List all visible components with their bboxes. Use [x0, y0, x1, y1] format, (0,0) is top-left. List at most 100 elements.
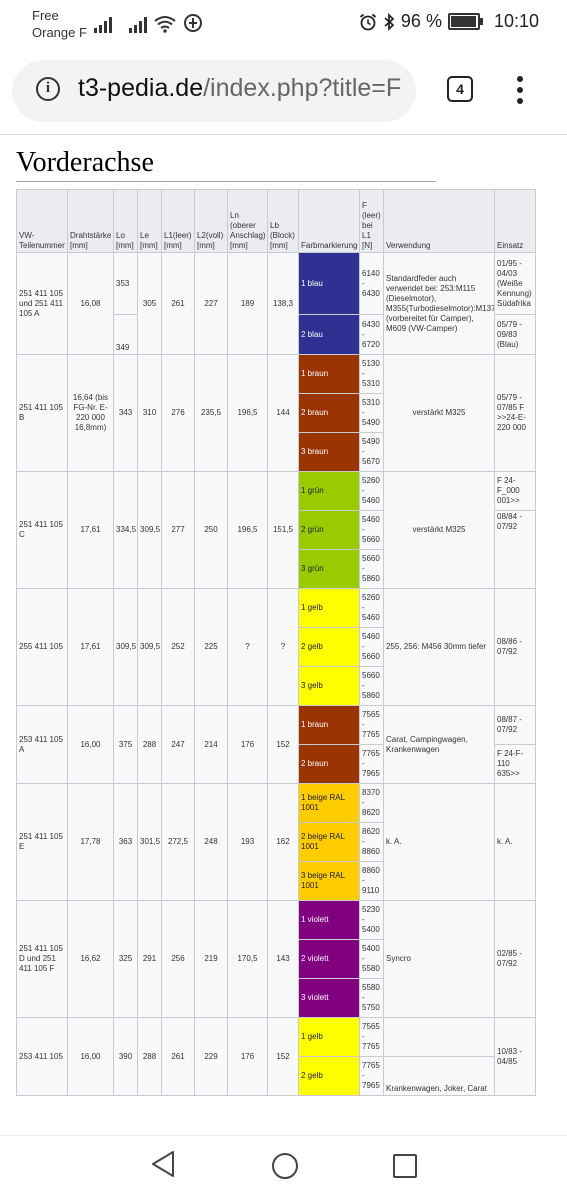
lo-cell: 390	[113, 1017, 138, 1096]
part-cell: 253 411 105	[16, 1017, 68, 1096]
lo-cell: 353	[113, 252, 138, 315]
wire-cell: 17,78	[67, 783, 114, 901]
recents-icon[interactable]	[393, 1154, 417, 1178]
l2-cell: 235,5	[194, 354, 228, 472]
color-mark-cell: 1 braun	[298, 705, 360, 745]
since-cell: 05/79 - 09/83 (Blau)	[494, 314, 536, 355]
page-content: Vorderachse VW-Teilenummer Drahtstärke […	[0, 135, 567, 1135]
force-cell: 6430 - 6720	[359, 314, 384, 355]
lb-cell: 151,5	[267, 471, 299, 589]
usage-cell: Carat, Campingwagen, Krankenwagen	[383, 705, 495, 784]
battery-icon	[447, 13, 483, 30]
lb-cell: ?	[267, 588, 299, 706]
table-row: 2 braun 7765 - 7965 F 24-F-110 635>>	[17, 744, 536, 784]
color-mark-cell: 1 grün	[298, 471, 360, 511]
usage-cell: Standardfeder auch verwendet bei: 253:M1…	[383, 252, 495, 355]
force-cell: 5580 - 5750	[359, 978, 384, 1018]
header-l2: L2(voll) [mm]	[194, 189, 228, 253]
le-cell: 288	[137, 1017, 162, 1096]
part-cell: 251 411 105 E	[16, 783, 68, 901]
ln-cell: 189	[227, 252, 268, 355]
lb-cell: 144	[267, 354, 299, 472]
color-mark-cell: 3 violett	[298, 978, 360, 1018]
lo-cell: 309,5	[113, 588, 138, 706]
l2-cell: 225	[194, 588, 228, 706]
table-row: 253 411 105 A 16,00 375 288 247 214 176 …	[16, 705, 536, 784]
color-mark-cell: 3 braun	[298, 432, 360, 472]
color-mark-cell: 2 braun	[298, 393, 360, 433]
header-color: Farbmarkierung	[298, 189, 360, 253]
table-row: 2 grün 5460 - 5660 08/84 - 07/92	[17, 510, 536, 589]
part-cell: 251 411 105 und 251 411 105 A	[16, 252, 68, 355]
color-mark-cell: 1 gelb	[298, 1017, 360, 1057]
color-mark-cell: 2 blau	[298, 314, 360, 355]
usage-cell: verstärkt M325	[383, 354, 495, 472]
l2-cell: 219	[194, 900, 228, 1018]
menu-icon[interactable]	[516, 76, 524, 106]
table-row: 2 gelb 5460 - 5660	[17, 627, 536, 667]
part-cell: 253 411 105 A	[16, 705, 68, 784]
wire-cell: 16,62	[67, 900, 114, 1018]
home-icon[interactable]	[272, 1153, 298, 1179]
l1-cell: 272,5	[161, 783, 195, 901]
color-mark-cell: 2 gelb	[298, 627, 360, 667]
force-cell: 6140 - 6430	[359, 252, 384, 315]
alarm-icon	[359, 13, 376, 30]
table-row: 3 grün 5660 - 5860	[17, 549, 536, 589]
force-cell: 5260 - 5460	[359, 471, 384, 511]
lo-cell: 349	[113, 314, 138, 355]
l1-cell: 256	[161, 900, 195, 1018]
wire-cell: 17,61	[67, 471, 114, 589]
section-heading: Vorderachse	[16, 147, 154, 178]
lo-cell: 363	[113, 783, 138, 901]
table-row: 3 violett 5580 - 5750	[17, 978, 536, 1018]
ln-cell: ?	[227, 588, 268, 706]
color-mark-cell: 3 gelb	[298, 666, 360, 706]
force-cell: 5310 - 5490	[359, 393, 384, 433]
l1-cell: 276	[161, 354, 195, 472]
force-cell: 5260 - 5460	[359, 588, 384, 628]
ln-cell: 193	[227, 783, 268, 901]
tab-switcher-button[interactable]: 4	[447, 76, 473, 102]
table-row: 2 gelb 7765 - 7965 Krankenwagen, Joker, …	[17, 1056, 536, 1096]
l1-cell: 277	[161, 471, 195, 589]
l1-cell: 261	[161, 252, 195, 355]
usage-cell: Syncro	[383, 900, 495, 1018]
force-cell: 5230 - 5400	[359, 900, 384, 940]
since-cell: 08/86 - 07/92	[494, 588, 536, 706]
table-row: 2 braun 5310 - 5490	[17, 393, 536, 433]
ln-cell: 176	[227, 1017, 268, 1096]
browser-toolbar: i t3-pedia.de/index.php?title=F 4	[0, 48, 567, 135]
table-row: 2 beige RAL 1001 8620 - 8860	[17, 822, 536, 862]
lo-cell: 343	[113, 354, 138, 472]
ln-cell: 196,5	[227, 471, 268, 589]
lo-cell: 334,5	[113, 471, 138, 589]
color-mark-cell: 2 beige RAL 1001	[298, 822, 360, 862]
wire-cell: 16,64 (bis FG-Nr. E-220 000 16,8mm)	[67, 354, 114, 472]
header-l1: L1(leer) [mm]	[161, 189, 195, 253]
le-cell: 301,5	[137, 783, 162, 901]
since-cell: k. A.	[494, 783, 536, 901]
info-icon[interactable]: i	[36, 77, 60, 101]
address-bar[interactable]: i t3-pedia.de/index.php?title=F	[12, 60, 416, 122]
table-row: 251 411 105 C 17,61 334,5 309,5 277 250 …	[16, 471, 536, 589]
url-text[interactable]: t3-pedia.de/index.php?title=F	[78, 74, 402, 102]
signal-icon	[129, 17, 147, 33]
wire-cell: 16,08	[67, 252, 114, 355]
force-cell: 7765 - 7965	[359, 1056, 384, 1096]
data-saver-icon	[184, 14, 202, 32]
table-row: 3 beige RAL 1001 8860 - 9110	[17, 861, 536, 901]
table-row: 251 411 105 B 16,64 (bis FG-Nr. E-220 00…	[16, 354, 536, 472]
l2-cell: 229	[194, 1017, 228, 1096]
force-cell: 5490 - 5670	[359, 432, 384, 472]
header-ln: Ln (oberer Anschlag) [mm]	[227, 189, 268, 253]
table-row: 255 411 105 17,61 309,5 309,5 252 225 ? …	[16, 588, 536, 706]
since-cell: 08/84 - 07/92	[494, 510, 536, 589]
force-cell: 7565 - 7765	[359, 1017, 384, 1057]
part-cell: 255 411 105	[16, 588, 68, 706]
lb-cell: 162	[267, 783, 299, 901]
system-nav-bar	[0, 1135, 567, 1198]
back-icon[interactable]	[150, 1150, 176, 1178]
table-row: 349 2 blau 6430 - 6720 05/79 - 09/83 (Bl…	[17, 314, 536, 355]
l2-cell: 248	[194, 783, 228, 901]
